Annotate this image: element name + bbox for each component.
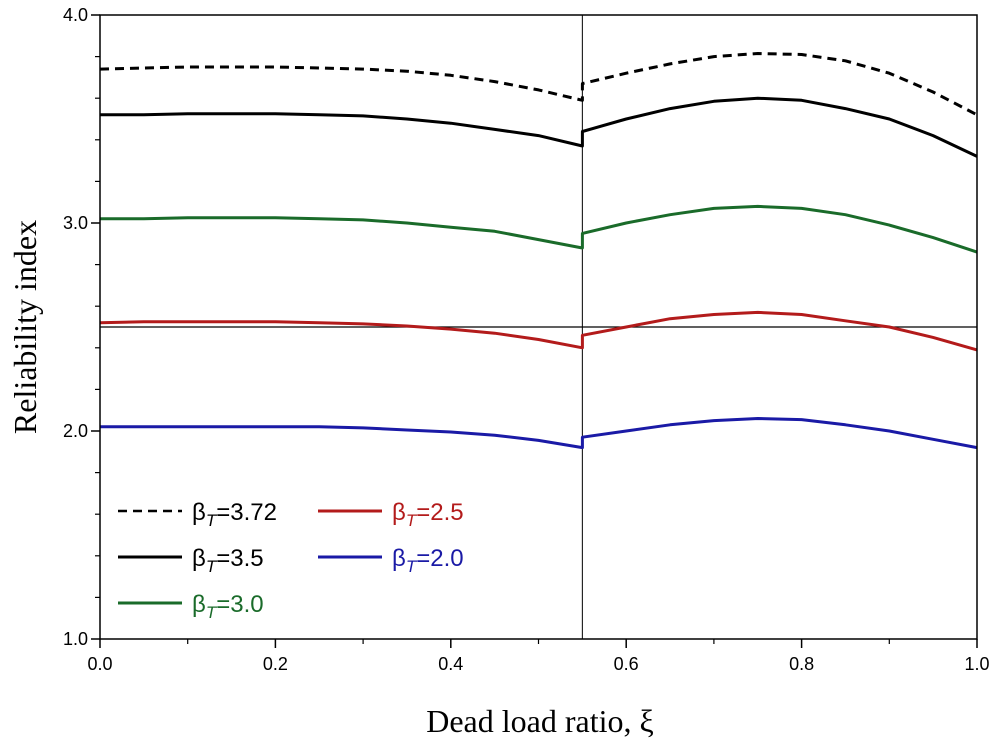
y-tick-label-3: 4.0	[63, 5, 88, 25]
series-line-1	[100, 96, 978, 158]
legend: βT=3.72 βT=3.5 βT=3.0 βT=2.5 βT=2.0	[118, 499, 464, 622]
series-line-3	[99, 310, 978, 352]
axis-ticks: 0.0 0.2 0.4 0.6 0.8 1.0 1.0 2.0 3.0 4.0	[63, 5, 990, 674]
legend-label-1: βT=3.5	[192, 545, 264, 576]
x-tick-label-2: 0.4	[438, 654, 463, 674]
x-tick-label-1: 0.2	[263, 654, 288, 674]
legend-label-0: βT=3.72	[192, 499, 277, 530]
legend-label-4: βT=2.0	[392, 545, 464, 576]
y-tick-label-0: 1.0	[63, 629, 88, 649]
x-tick-label-5: 1.0	[964, 654, 989, 674]
y-axis-title: Reliability index	[7, 220, 43, 434]
y-tick-label-1: 2.0	[63, 421, 88, 441]
x-tick-label-3: 0.6	[614, 654, 639, 674]
series-line-0	[99, 52, 978, 117]
x-tick-label-4: 0.8	[789, 654, 814, 674]
series-line-2	[100, 204, 978, 254]
y-tick-label-2: 3.0	[63, 213, 88, 233]
legend-label-3: βT=2.5	[392, 499, 464, 530]
legend-label-2: βT=3.0	[192, 591, 264, 622]
x-tick-label-0: 0.0	[87, 654, 112, 674]
x-axis-title: Dead load ratio, ξ	[426, 703, 654, 739]
plot-area	[99, 15, 978, 639]
series-line-4	[100, 417, 978, 450]
